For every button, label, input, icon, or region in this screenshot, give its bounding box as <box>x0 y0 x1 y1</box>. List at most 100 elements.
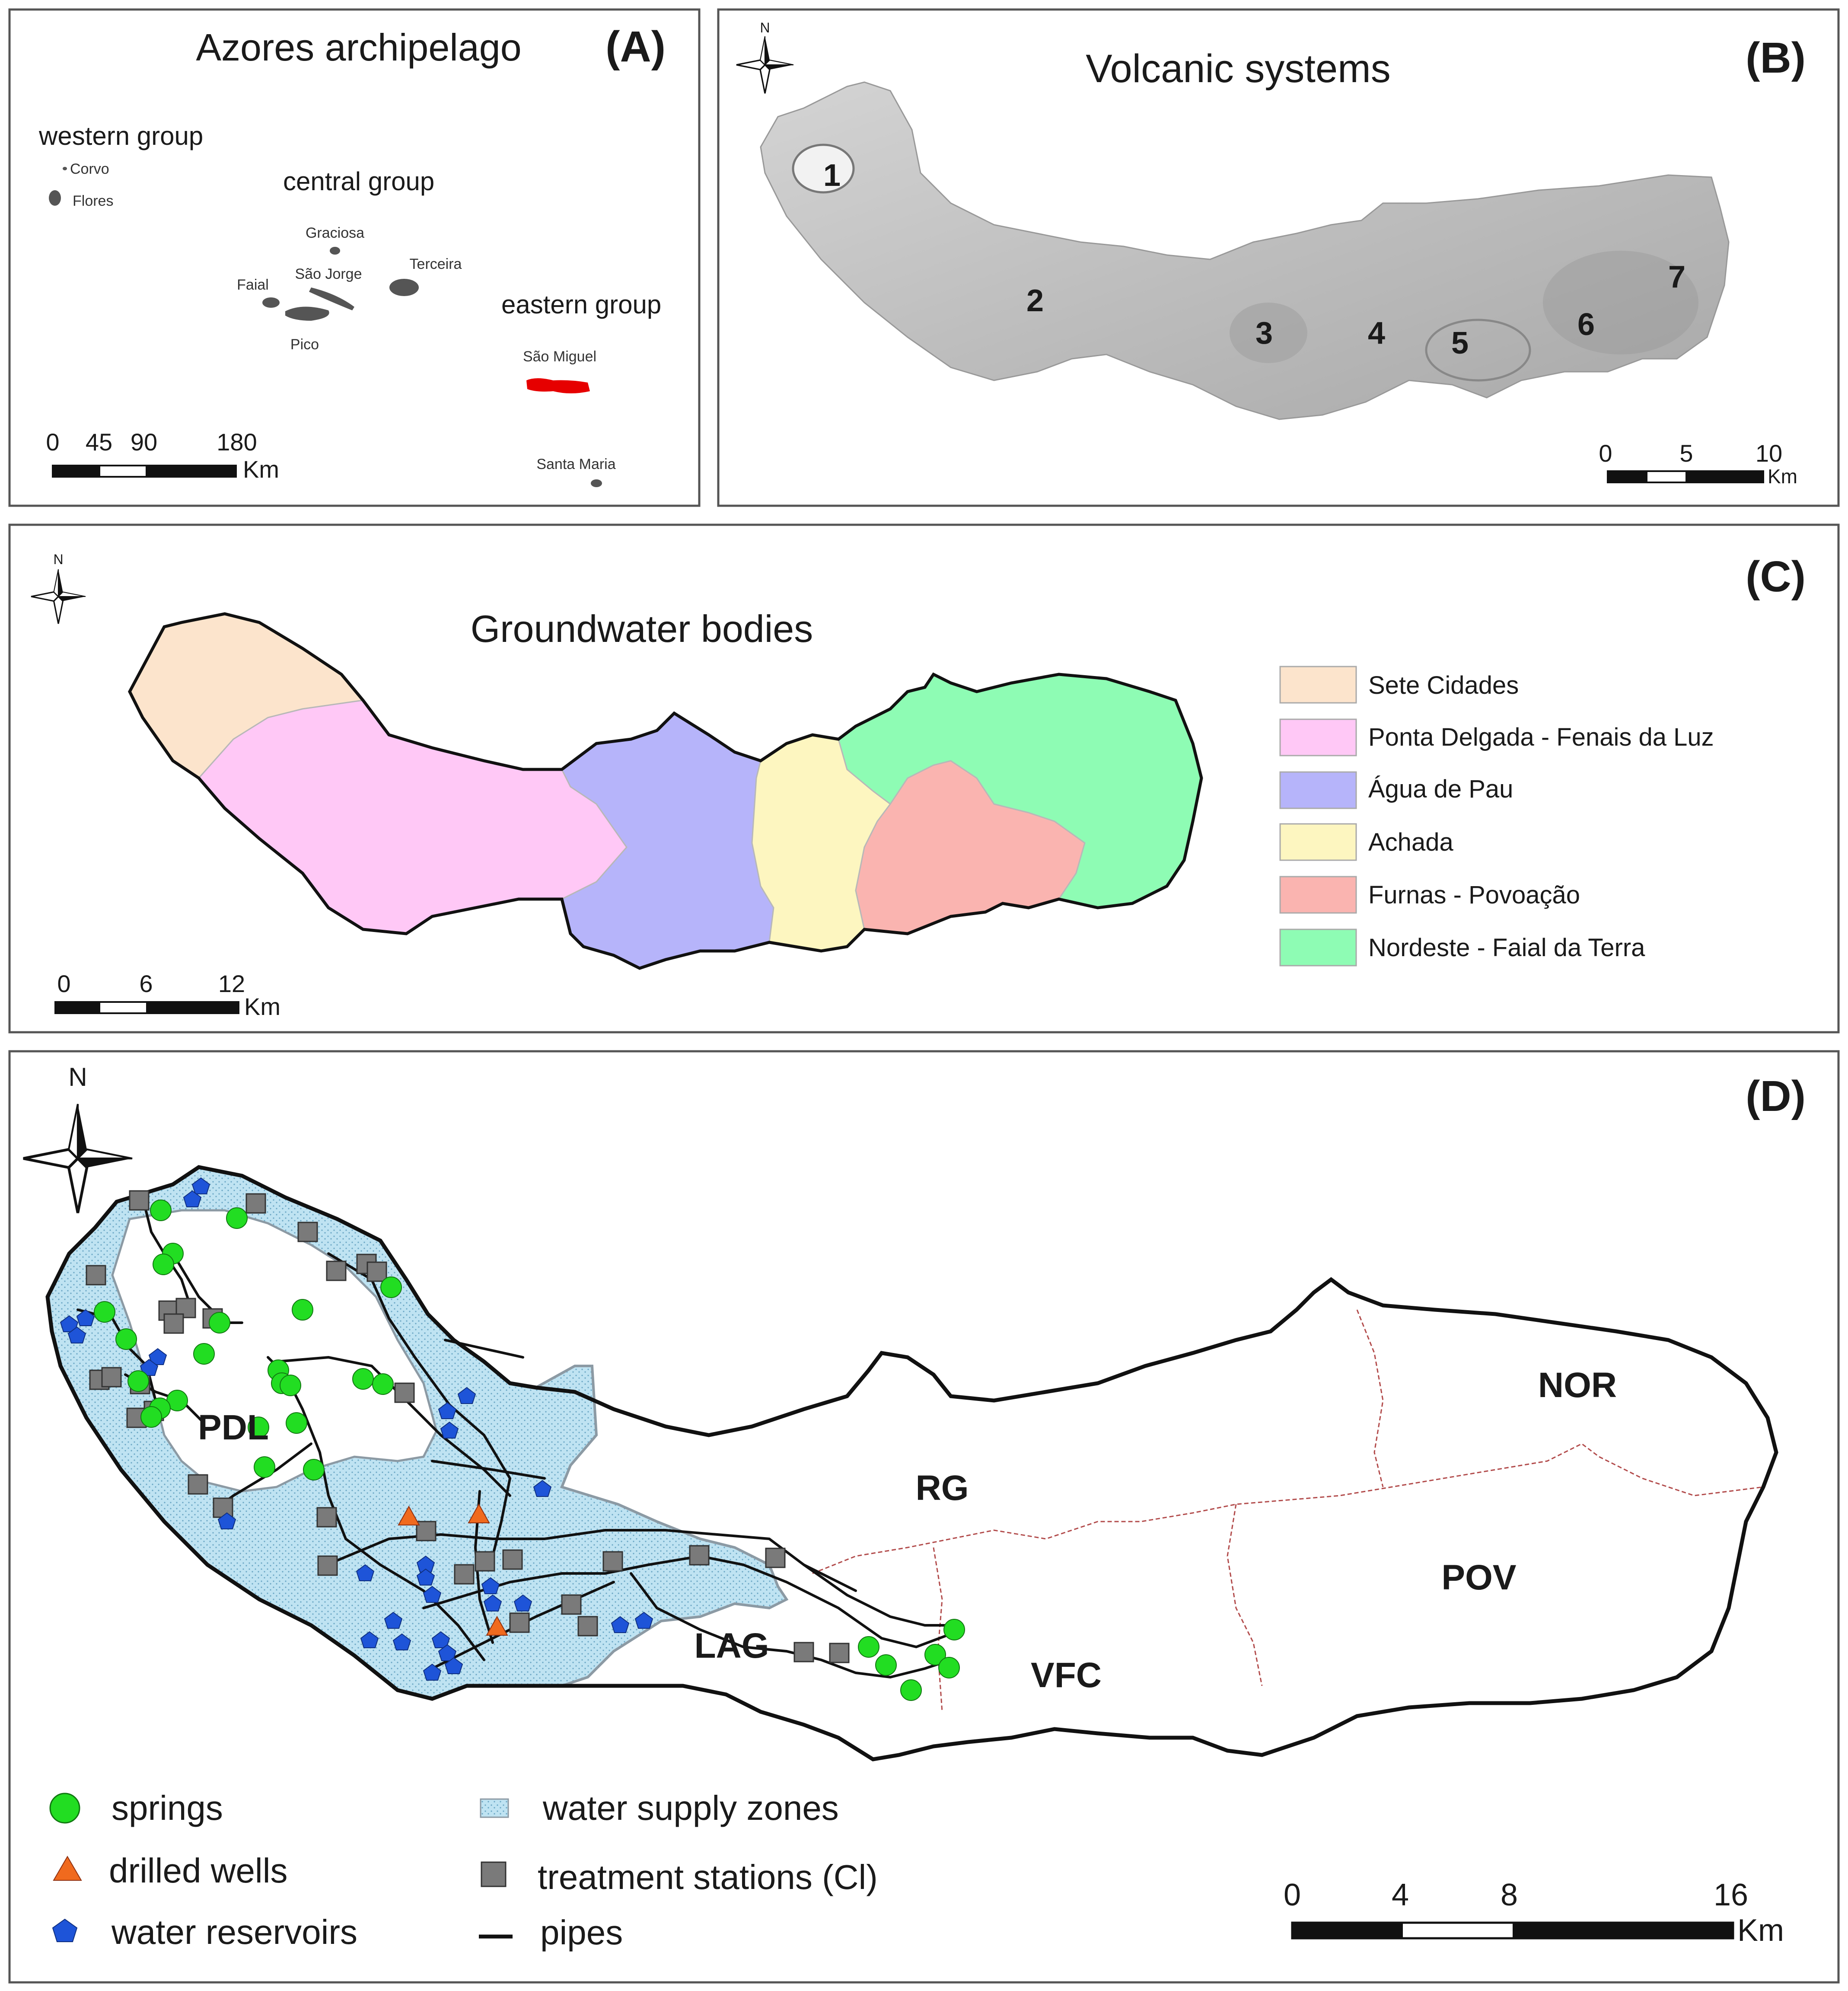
scale-c-tick-1: 6 <box>139 970 153 997</box>
legend-c-label-0: Sete Cidades <box>1368 671 1519 699</box>
legend-c-swatch-5 <box>1279 928 1357 967</box>
scale-a-unit: Km <box>243 456 279 483</box>
flores-island <box>49 190 61 206</box>
flores-label: Flores <box>73 193 113 209</box>
sao-miguel-relief <box>760 81 1730 420</box>
municipal-boundary-nor-pov <box>1356 1309 1384 1487</box>
system-label-7: 7 <box>1668 260 1686 294</box>
panel-b-letter: (B) <box>1746 34 1806 82</box>
legend-well-symbol <box>53 1856 82 1881</box>
municipal-boundary-vfc-east <box>1227 1504 1263 1686</box>
panel-a-frame <box>8 8 701 507</box>
legend-wells-label: drilled wells <box>109 1851 287 1890</box>
scale-b-tick-2: 10 <box>1756 440 1782 467</box>
scale-c-tick-2: 12 <box>218 970 245 997</box>
eastern-group-label: eastern group <box>501 290 661 319</box>
municipality-vfc: VFC <box>1031 1656 1102 1695</box>
scale-c-unit: Km <box>244 993 280 1020</box>
legend-c-swatch-3 <box>1279 823 1357 861</box>
panel-c: (C) Groundwater bodies N Sete Cidades Po… <box>8 523 1840 1034</box>
municipal-boundary-south <box>812 1443 1764 1574</box>
system-label-2: 2 <box>1026 284 1044 318</box>
legend-c-swatch-4 <box>1279 876 1357 914</box>
system-label-4: 4 <box>1368 316 1385 351</box>
scale-a-tick-3: 180 <box>217 428 257 456</box>
municipality-pdl: PDL <box>198 1408 269 1447</box>
island-outline-c <box>128 612 1203 970</box>
panel-d: (D) N <box>8 1050 1840 1984</box>
panel-a-letter: (A) <box>605 22 666 71</box>
sete-cidades-caldera <box>792 144 855 194</box>
terceira-label: Terceira <box>410 256 462 272</box>
sao-jorge-label: São Jorge <box>295 266 362 282</box>
legend-c-swatch-2 <box>1279 771 1357 809</box>
scale-b-unit: Km <box>1768 465 1797 488</box>
north-d: N <box>68 1063 87 1091</box>
legend-d: springs drilled wells water reservoirs w… <box>49 1789 878 1952</box>
panel-c-title: Groundwater bodies <box>471 607 813 650</box>
legend-zones-label: water supply zones <box>542 1789 839 1827</box>
municipality-rg: RG <box>916 1468 969 1508</box>
corvo-label: Corvo <box>70 161 109 177</box>
scale-d-tick-0: 0 <box>1284 1878 1301 1912</box>
municipality-nor: NOR <box>1538 1366 1617 1405</box>
north-b: N <box>760 20 770 35</box>
faial-label: Faial <box>237 277 269 293</box>
legend-treatment-label: treatment stations (Cl) <box>538 1858 878 1896</box>
municipality-pov: POV <box>1441 1558 1516 1597</box>
legend-c-label-4: Furnas - Povoação <box>1368 881 1580 909</box>
system-label-3: 3 <box>1255 316 1273 351</box>
water-reservoirs <box>60 1177 653 1681</box>
fogo-massif <box>1230 303 1307 363</box>
faial-island <box>262 297 280 308</box>
municipality-lag: LAG <box>694 1626 769 1666</box>
legend-c-label-5: Nordeste - Faial da Terra <box>1368 934 1645 962</box>
system-label-5: 5 <box>1451 326 1469 361</box>
legend-pipes-label: pipes <box>540 1913 623 1952</box>
legend-treatment-symbol <box>481 1861 507 1887</box>
terceira-island <box>389 279 419 296</box>
springs <box>94 1200 965 1701</box>
panel-b: (B) Volcanic systems N 1 2 3 4 5 6 7 0 5… <box>717 8 1840 507</box>
santa-maria-island <box>591 479 602 487</box>
corvo-island <box>63 167 67 170</box>
legend-reservoir-symbol <box>52 1918 78 1942</box>
scale-bar-c: 0 6 12 Km <box>54 970 280 1020</box>
scale-bar-d: 0 4 8 16 Km <box>1284 1878 1784 1948</box>
santa-maria-label: Santa Maria <box>536 456 615 472</box>
scale-d-tick-2: 8 <box>1501 1878 1518 1912</box>
north-c: N <box>53 552 63 567</box>
scale-d-tick-1: 4 <box>1392 1878 1409 1912</box>
scale-b-tick-1: 5 <box>1679 440 1693 467</box>
graciosa-island <box>330 247 340 255</box>
legend-zone-symbol <box>480 1798 509 1818</box>
scale-a-tick-1: 45 <box>86 428 112 456</box>
scale-d-unit: Km <box>1737 1913 1784 1948</box>
panel-b-title: Volcanic systems <box>1086 47 1391 91</box>
legend-c: Sete Cidades Ponta Delgada - Fenais da L… <box>1279 666 1714 967</box>
sao-miguel-label: São Miguel <box>523 348 596 365</box>
island-outline-d <box>45 1165 1778 1761</box>
scale-d-tick-3: 16 <box>1714 1878 1748 1912</box>
legend-c-label-3: Achada <box>1368 828 1453 856</box>
graciosa-label: Graciosa <box>306 225 364 241</box>
povoacao-massif <box>1543 251 1698 354</box>
scale-a-tick-2: 90 <box>131 428 157 456</box>
legend-reservoirs-label: water reservoirs <box>111 1913 357 1951</box>
legend-c-label-2: Água de Pau <box>1368 775 1513 803</box>
legend-c-label-1: Ponta Delgada - Fenais da Luz <box>1368 723 1714 751</box>
scale-b-tick-0: 0 <box>1599 440 1612 467</box>
central-group-label: central group <box>283 167 434 196</box>
panel-c-letter: (C) <box>1746 552 1806 601</box>
pico-label: Pico <box>290 336 319 353</box>
scale-bar-b: 0 5 10 Km <box>1599 440 1797 488</box>
system-label-6: 6 <box>1577 307 1595 342</box>
legend-c-swatch-1 <box>1279 718 1357 756</box>
panel-a: (A) Azores archipelago western group cen… <box>8 8 701 507</box>
sao-jorge-island <box>309 287 354 310</box>
western-group-label: western group <box>38 121 203 150</box>
panel-a-title: Azores archipelago <box>196 26 521 69</box>
scale-c-tick-0: 0 <box>57 970 70 997</box>
system-label-1: 1 <box>823 158 841 193</box>
